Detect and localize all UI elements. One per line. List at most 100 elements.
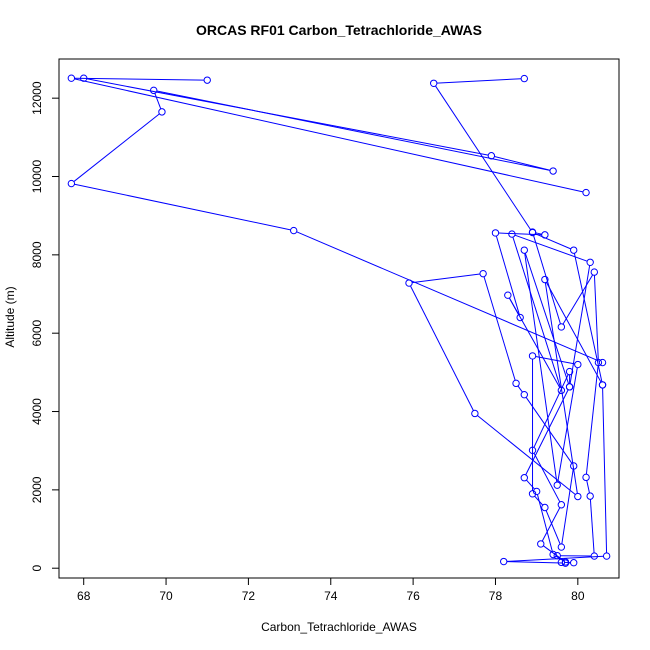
series-1-point — [590, 268, 598, 276]
series-1-point — [557, 501, 566, 509]
series-1-segment — [602, 388, 608, 553]
x-tick-label: 70 — [159, 589, 173, 603]
series-1-segment — [533, 452, 561, 503]
series-1-segment — [562, 274, 594, 325]
series-2-point — [203, 76, 211, 84]
series-1-point — [512, 379, 520, 388]
x-axis-label: Carbon_Tetrachloride_AWAS — [261, 620, 417, 634]
series-1-point — [570, 462, 578, 470]
series-1-segment — [483, 276, 516, 381]
series-1-segment — [512, 236, 561, 388]
series-1-segment — [536, 494, 553, 552]
series-1-point — [582, 473, 590, 482]
series-1-segment — [545, 510, 561, 545]
series-1-segment — [514, 234, 588, 262]
series-1-segment — [533, 374, 569, 448]
x-tick-label: 78 — [489, 589, 503, 603]
series-1-point — [541, 275, 549, 284]
series-1-segment — [585, 365, 599, 475]
series-1-point — [598, 381, 607, 389]
x-tick-label: 80 — [571, 589, 585, 603]
series-1-point — [541, 231, 549, 239]
series-3-point — [158, 108, 166, 116]
series-1-segment — [544, 282, 578, 494]
x-axis: 68 70 72 74 76 78 80 — [77, 577, 585, 603]
series-1-segment — [535, 233, 571, 250]
series-3-segment — [156, 90, 551, 171]
series-1-point — [590, 552, 598, 560]
series-1-point — [520, 74, 528, 83]
series-3-point — [290, 226, 298, 235]
series-1-segment — [593, 275, 599, 360]
series-1-point — [520, 390, 528, 399]
series-1-point — [553, 551, 561, 560]
series-1-point — [570, 559, 578, 567]
series-3-segment — [154, 93, 162, 110]
series-1-point — [528, 490, 537, 498]
series-1-point — [520, 246, 528, 254]
series-3-segment — [74, 183, 291, 231]
series-1-point — [565, 383, 574, 391]
series-1-segment — [524, 253, 558, 483]
y-axis: 0 2000 4000 6000 8000 10000 12000 — [30, 81, 60, 572]
y-tick-label: 8000 — [30, 241, 44, 268]
series-1-segment — [506, 555, 604, 562]
series-1-point — [586, 492, 594, 500]
series-1-point — [520, 474, 528, 482]
series-1-point — [504, 291, 512, 299]
series-1-segment — [557, 367, 578, 483]
series-1-segment — [524, 253, 570, 384]
series-1-segment — [409, 285, 474, 411]
series-1-point — [516, 313, 524, 322]
series-1-segment — [506, 561, 563, 564]
series-1-point — [500, 557, 508, 566]
series-3-point — [80, 74, 88, 82]
y-tick-label: 12000 — [30, 81, 44, 115]
series-1-segment — [435, 85, 532, 231]
series-1-point — [565, 367, 574, 376]
series-1-point — [594, 358, 603, 367]
series-3-point — [549, 167, 557, 175]
series-1-segment — [495, 235, 520, 315]
series-3-segment — [296, 231, 600, 362]
series-2-segment — [74, 78, 584, 193]
series-1-point — [549, 550, 557, 559]
series-1-segment — [535, 356, 575, 365]
series-1-point — [471, 409, 479, 418]
series-1-point — [602, 552, 611, 560]
series-1-segment — [508, 297, 561, 388]
series-1-point — [557, 543, 566, 551]
series-1-segment — [532, 235, 561, 325]
series-3-point — [67, 179, 76, 188]
chart-title: ORCAS RF01 Carbon_Tetrachloride_AWAS — [196, 22, 482, 38]
series-1-segment — [525, 397, 573, 464]
series-1-point — [532, 487, 541, 496]
series-3-point — [150, 86, 158, 95]
series-3-segment — [73, 113, 160, 182]
series-1-segment — [477, 415, 576, 495]
series-1-point — [541, 503, 549, 512]
series-1-point — [574, 360, 582, 369]
series-1-point — [491, 229, 500, 237]
series-1-segment — [436, 78, 522, 84]
series-1-point — [570, 246, 578, 254]
series-1-point — [479, 269, 487, 278]
x-tick-label: 68 — [77, 589, 91, 603]
series-1-segment — [545, 282, 602, 383]
series-1-point — [561, 558, 570, 566]
series-1-point — [557, 386, 566, 395]
series-1-segment — [561, 469, 574, 544]
series-2-point — [582, 188, 590, 197]
series-1-point — [557, 558, 566, 567]
series-1-segment — [526, 479, 535, 490]
series-1-segment — [534, 495, 544, 506]
y-tick-label: 10000 — [30, 160, 44, 194]
series-3-point — [487, 152, 496, 160]
x-tick-label: 74 — [324, 589, 338, 603]
series-1-segment — [535, 232, 542, 235]
y-tick-label: 2000 — [30, 476, 44, 503]
series-1-segment — [517, 385, 523, 393]
y-axis-label: Altitude (m) — [3, 286, 17, 347]
